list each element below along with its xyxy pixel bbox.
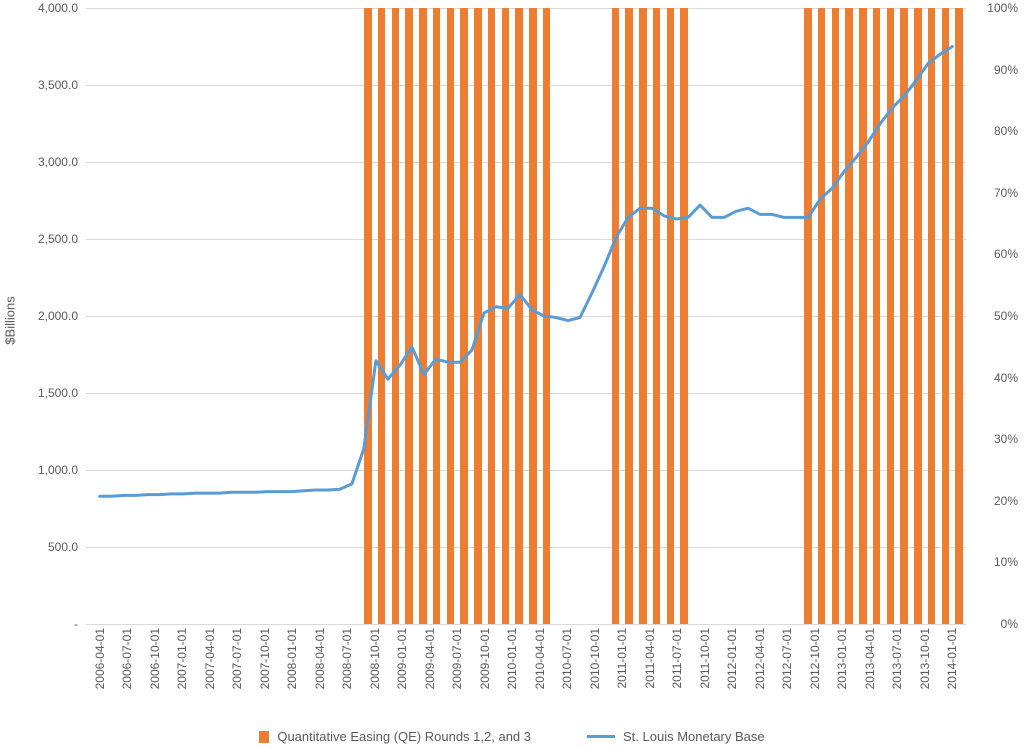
y-right-tick: 10% xyxy=(978,555,1018,569)
y-right-tick: 80% xyxy=(978,124,1018,138)
y-left-tick: - xyxy=(20,617,78,631)
y-right-tick: 100% xyxy=(978,1,1018,15)
y-right-tick: 40% xyxy=(978,371,1018,385)
y-right-tick: 70% xyxy=(978,186,1018,200)
y-right-tick: 50% xyxy=(978,309,1018,323)
y-left-axis-title-text: $Billions xyxy=(3,296,18,344)
x-tick: 2009-07-01 xyxy=(450,628,464,689)
legend-swatch-bar xyxy=(259,731,269,743)
x-tick: 2011-01-01 xyxy=(615,628,629,689)
y-left-tick: 2,000.0 xyxy=(20,309,78,323)
x-tick: 2012-04-01 xyxy=(753,628,767,689)
y-right-tick: 30% xyxy=(978,432,1018,446)
x-tick: 2011-04-01 xyxy=(643,628,657,689)
y-right-tick: 90% xyxy=(978,63,1018,77)
y-right-tick: 20% xyxy=(978,494,1018,508)
legend-label-monetary-base: St. Louis Monetary Base xyxy=(623,729,765,744)
x-tick: 2007-01-01 xyxy=(175,628,189,689)
y-left-tick: 1,500.0 xyxy=(20,386,78,400)
y-left-axis-title: $Billions xyxy=(0,0,20,640)
x-tick: 2010-04-01 xyxy=(533,628,547,689)
x-tick: 2007-10-01 xyxy=(258,628,272,689)
legend-item-qe: Quantitative Easing (QE) Rounds 1,2, and… xyxy=(259,729,531,744)
x-tick: 2013-07-01 xyxy=(890,628,904,689)
x-tick: 2008-10-01 xyxy=(368,628,382,689)
legend: Quantitative Easing (QE) Rounds 1,2, and… xyxy=(0,729,1024,744)
y-left-tick: 1,000.0 xyxy=(20,463,78,477)
x-tick: 2009-04-01 xyxy=(423,628,437,689)
x-tick: 2013-01-01 xyxy=(835,628,849,689)
x-tick: 2012-10-01 xyxy=(808,628,822,689)
x-tick: 2008-04-01 xyxy=(313,628,327,689)
x-tick: 2013-10-01 xyxy=(918,628,932,689)
x-tick: 2011-10-01 xyxy=(698,628,712,689)
x-tick: 2009-01-01 xyxy=(395,628,409,689)
x-tick: 2008-01-01 xyxy=(285,628,299,689)
y-right-tick: 60% xyxy=(978,247,1018,261)
chart-root: $Billions - 500.0 1,000.0 1,500.0 2,000.0 2,5… xyxy=(0,0,1024,748)
legend-item-monetary-base: St. Louis Monetary Base xyxy=(587,729,765,744)
y-left-tick: 3,000.0 xyxy=(20,155,78,169)
y-left-tick: 3,500.0 xyxy=(20,78,78,92)
x-tick: 2006-04-01 xyxy=(93,628,107,689)
x-tick: 2009-10-01 xyxy=(478,628,492,689)
y-right-tick-labels: 0% 10% 20% 30% 40% 50% 60% 70% 80% 90% 100% xyxy=(978,0,1018,640)
y-left-tick: 4,000.0 xyxy=(20,1,78,15)
x-tick: 2012-01-01 xyxy=(725,628,739,689)
monetary-base-line xyxy=(100,47,953,497)
x-tick: 2010-01-01 xyxy=(505,628,519,689)
legend-swatch-line xyxy=(587,735,615,738)
x-tick-labels: 2006-04-01 2006-07-01 2006-10-01 2007-01-01… xyxy=(86,628,966,714)
y-left-tick: 2,500.0 xyxy=(20,232,78,246)
line-layer xyxy=(86,8,966,624)
x-tick: 2014-01-01 xyxy=(945,628,959,689)
x-tick: 2010-10-01 xyxy=(588,628,602,689)
x-tick: 2006-10-01 xyxy=(148,628,162,689)
y-left-tick: 500.0 xyxy=(20,540,78,554)
x-tick: 2007-04-01 xyxy=(203,628,217,689)
plot-area xyxy=(86,8,966,625)
x-tick: 2013-04-01 xyxy=(863,628,877,689)
x-tick: 2010-07-01 xyxy=(560,628,574,689)
x-tick: 2008-07-01 xyxy=(340,628,354,689)
y-right-tick: 0% xyxy=(978,617,1018,631)
x-tick: 2007-07-01 xyxy=(230,628,244,689)
legend-label-qe: Quantitative Easing (QE) Rounds 1,2, and… xyxy=(277,729,531,744)
x-tick: 2006-07-01 xyxy=(120,628,134,689)
x-tick: 2011-07-01 xyxy=(670,628,684,689)
x-tick: 2012-07-01 xyxy=(780,628,794,689)
y-left-tick-labels: - 500.0 1,000.0 1,500.0 2,000.0 2,500.0 3,000.… xyxy=(20,0,78,640)
